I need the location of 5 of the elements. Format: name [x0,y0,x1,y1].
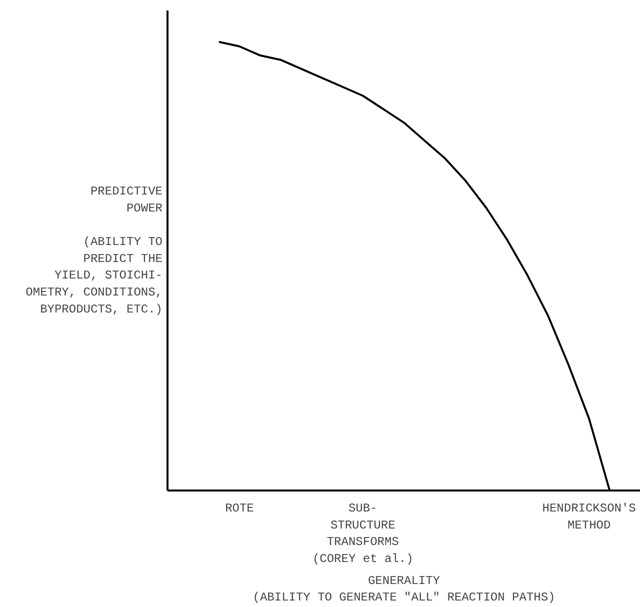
x-axis-title: GENERALITY (ABILITY TO GENERATE "ALL" REACTION PATHS) [252,574,556,605]
x-tick-label: SUB- STRUCTURE TRANSFORMS (COREY et al.) [312,502,414,566]
x-tick-label: HENDRICKSON'S METHOD [542,502,636,532]
text: PREDICTIVE POWER (ABILITY TO PREDICT THE YIELD, STOICHI- OMETRY, CONDITIONS, BYPRODUCTS, ETC.) [26,184,163,316]
x-tick-label: ROTE [225,502,254,516]
